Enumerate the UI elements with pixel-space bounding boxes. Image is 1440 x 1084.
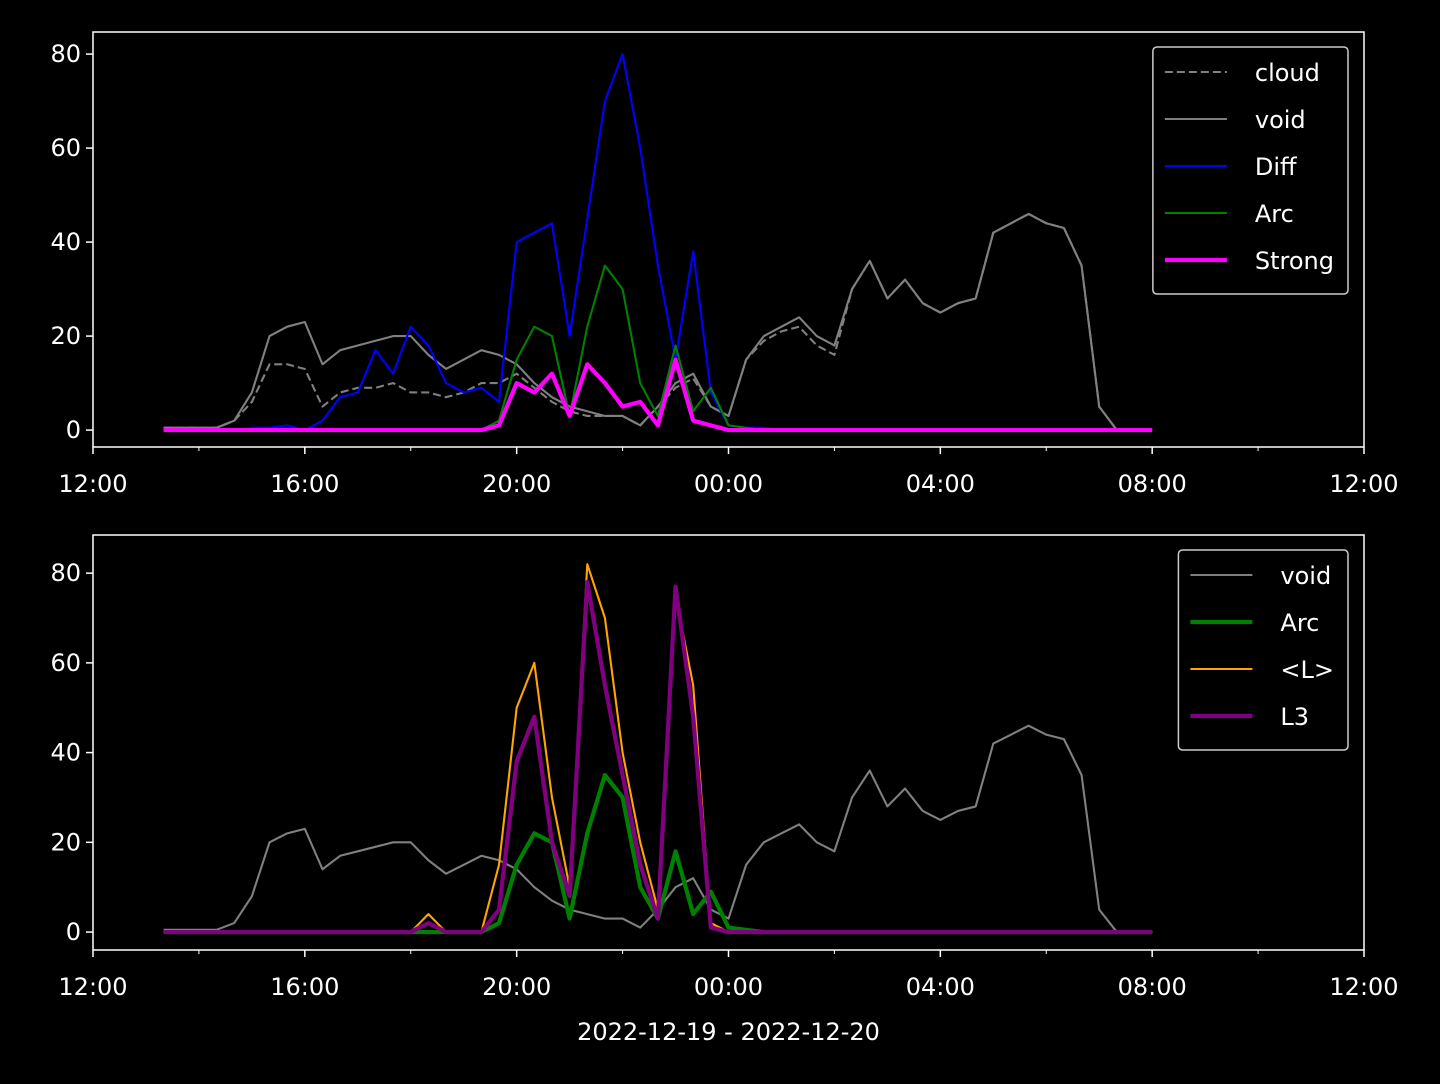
series-line xyxy=(163,212,1153,432)
legend-label: L3 xyxy=(1280,703,1309,731)
y-tick-label: 60 xyxy=(50,649,81,677)
y-tick-label: 80 xyxy=(50,40,81,68)
legend: cloud void Diff Arc Strong xyxy=(1152,46,1349,295)
legend-label: Arc xyxy=(1280,609,1319,637)
legend-label: cloud xyxy=(1255,59,1320,87)
legend-label: Strong xyxy=(1255,247,1334,275)
x-tick-label: 20:00 xyxy=(482,973,551,1001)
y-tick-label: 40 xyxy=(50,228,81,256)
series-line xyxy=(163,212,1153,432)
legend-frame xyxy=(1177,549,1349,751)
y-tick-label: 60 xyxy=(50,134,81,162)
axes-panel: 0 20 40 60 80 12:00 16:00 20:00 00:00 04:00 08:00 1… xyxy=(50,534,1399,1046)
y-tick-label: 20 xyxy=(50,322,81,350)
y-tick-label: 40 xyxy=(50,739,81,767)
y-tick-label: 80 xyxy=(50,559,81,587)
x-tick-label: 16:00 xyxy=(270,470,339,498)
series-line xyxy=(163,53,1153,432)
series-line xyxy=(163,580,1153,935)
x-tick-label: 08:00 xyxy=(1118,470,1187,498)
x-tick-label: 12:00 xyxy=(58,973,127,1001)
axes-panel: 0 20 40 60 80 12:00 16:00 20:00 00:00 04:00 08:00 1… xyxy=(50,31,1399,498)
series-line xyxy=(163,357,1153,433)
legend: void Arc <L> L3 xyxy=(1177,549,1349,751)
y-tick-label: 0 xyxy=(66,918,81,946)
x-tick-label: 12:00 xyxy=(1329,470,1398,498)
x-tick-label: 16:00 xyxy=(270,973,339,1001)
y-tick-label: 20 xyxy=(50,828,81,856)
legend-label: Diff xyxy=(1255,153,1297,181)
x-axis-label: 2022-12-19 - 2022-12-20 xyxy=(577,1018,880,1046)
legend-label: Arc xyxy=(1255,200,1294,228)
x-tick-label: 08:00 xyxy=(1118,973,1187,1001)
x-tick-label: 00:00 xyxy=(694,973,763,1001)
legend-label: void xyxy=(1255,106,1306,134)
axes-frame xyxy=(92,534,1365,951)
series-line xyxy=(163,563,1153,934)
x-tick-label: 12:00 xyxy=(58,470,127,498)
axes-frame xyxy=(92,31,1365,448)
x-tick-label: 00:00 xyxy=(694,470,763,498)
legend-label: <L> xyxy=(1280,656,1334,684)
x-tick-label: 04:00 xyxy=(906,470,975,498)
x-tick-label: 04:00 xyxy=(906,973,975,1001)
legend-label: void xyxy=(1280,562,1331,590)
y-tick-label: 0 xyxy=(66,416,81,444)
legend-frame xyxy=(1152,46,1349,295)
x-tick-label: 20:00 xyxy=(482,470,551,498)
x-tick-label: 12:00 xyxy=(1329,973,1398,1001)
